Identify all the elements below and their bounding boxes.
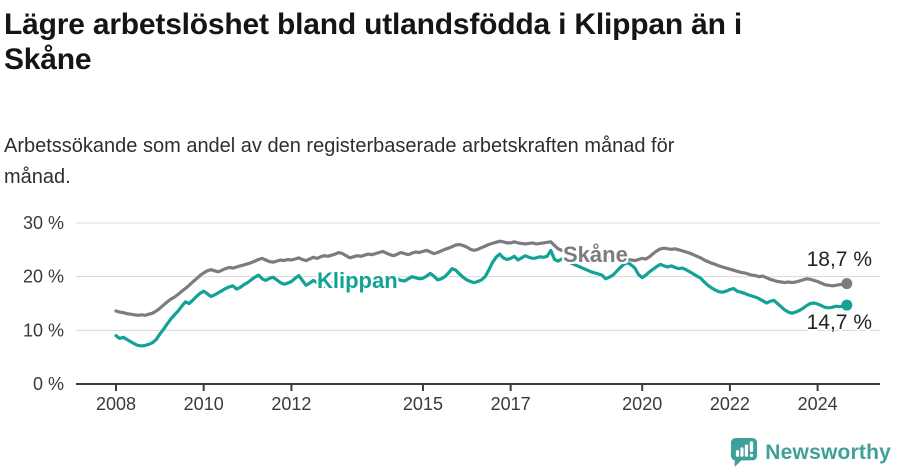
end-dot-Klippan xyxy=(841,299,853,311)
x-axis: 2008 2010 2012 2015 2017 2020 2022 2024 xyxy=(76,383,880,414)
brand-footer: Newsworthy xyxy=(730,437,891,468)
x-tick-label-2017: 2017 xyxy=(491,394,531,414)
y-axis-labels: 0 % 10 % 20 % 30 % xyxy=(23,213,64,394)
y-tick-label-0: 0 % xyxy=(33,374,64,394)
x-tick-label-2022: 2022 xyxy=(710,394,750,414)
x-tick-label-2008: 2008 xyxy=(96,394,136,414)
newsworthy-logo-icon xyxy=(731,438,758,467)
x-tick-label-2024: 2024 xyxy=(798,394,838,414)
gridlines xyxy=(76,222,880,331)
brand-name: Newsworthy xyxy=(765,440,891,464)
page-title: Lägre arbetslöshet bland utlandsfödda i … xyxy=(4,8,743,76)
series-label-klippan: Klippan xyxy=(317,268,398,293)
x-tick-label-2012: 2012 xyxy=(271,394,311,414)
page-subtitle: Arbetssökande som andel av den registerb… xyxy=(4,135,675,188)
end-value-skane: 18,7 % xyxy=(806,248,872,271)
series-lines xyxy=(114,239,853,348)
y-tick-label-20: 20 % xyxy=(23,267,64,287)
x-tick-label-2015: 2015 xyxy=(403,394,443,414)
line-Klippan xyxy=(114,248,849,348)
end-dot-Skåne xyxy=(841,278,853,290)
series-label-skane: Skåne xyxy=(563,242,628,267)
x-tick-label-2020: 2020 xyxy=(622,394,662,414)
y-tick-label-30: 30 % xyxy=(23,213,64,233)
x-tick-label-2010: 2010 xyxy=(184,394,224,414)
y-tick-label-10: 10 % xyxy=(23,320,64,340)
end-value-klippan: 14,7 % xyxy=(806,311,872,334)
line-Skåne xyxy=(114,239,849,317)
